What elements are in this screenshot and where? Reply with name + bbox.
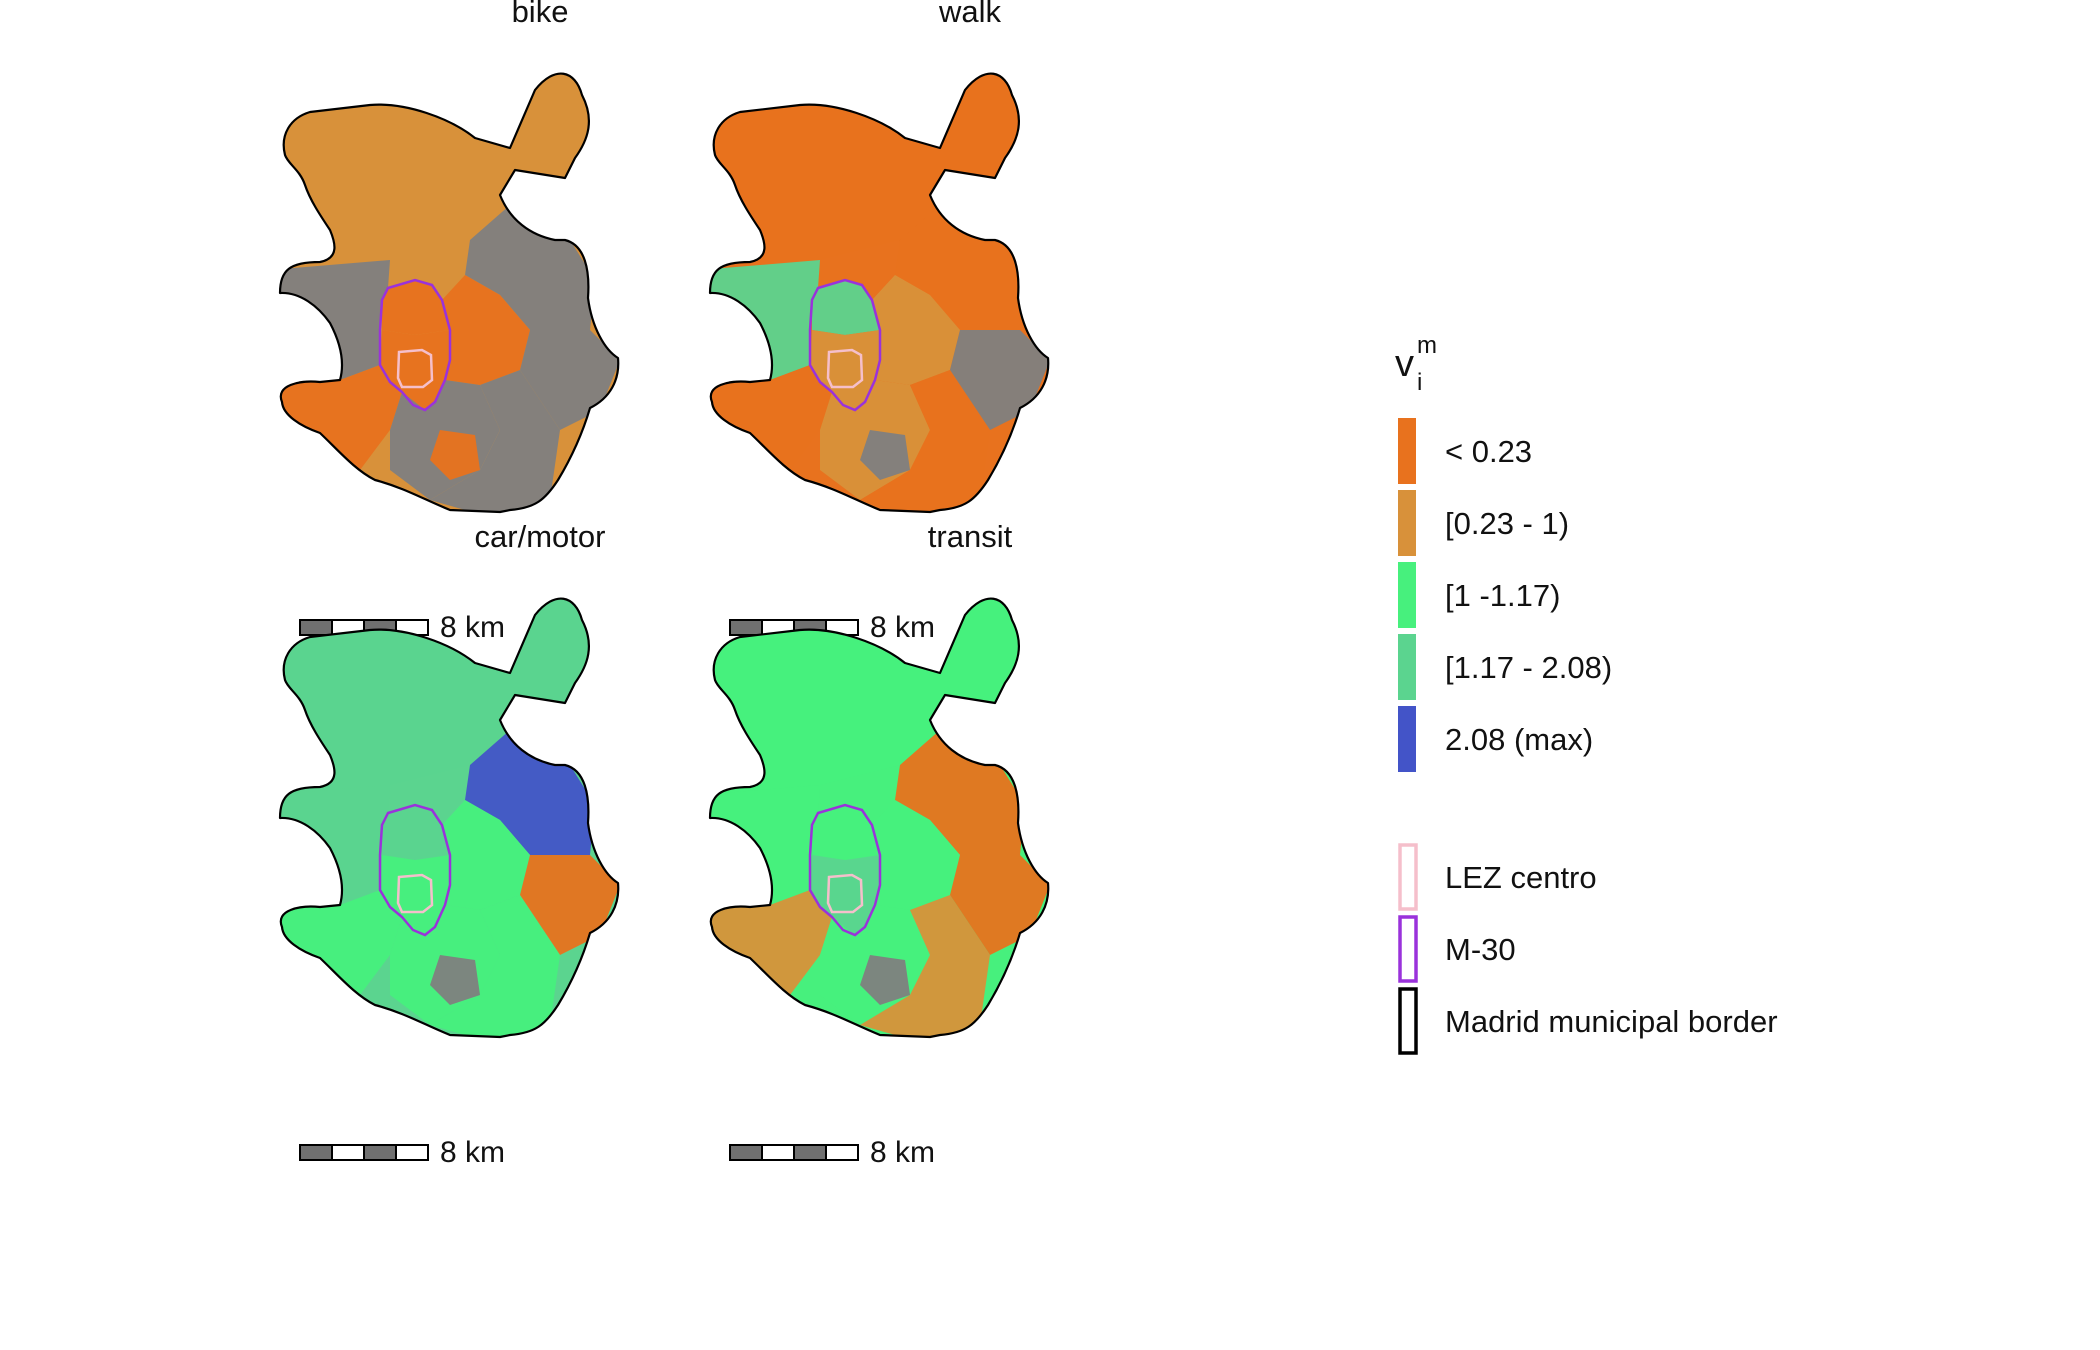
district-east xyxy=(442,800,530,910)
panel-title: walk xyxy=(938,0,1002,29)
legend-swatch xyxy=(1398,634,1416,700)
scale-bar-label: 8 km xyxy=(870,1136,935,1169)
legend-title-main: v xyxy=(1395,343,1414,385)
legend-outline-swatch xyxy=(1398,915,1418,983)
legend-outline-label: LEZ centro xyxy=(1445,860,1597,895)
legend-label: < 0.23 xyxy=(1445,434,1532,469)
scale-bar-label: 8 km xyxy=(870,611,935,644)
district-south-core xyxy=(430,955,480,1005)
district-centre-n xyxy=(382,805,450,860)
district-southeast xyxy=(860,895,990,1038)
legend-swatch xyxy=(1398,490,1416,556)
municipal-border xyxy=(278,597,620,1039)
scale-bar-segment xyxy=(825,1144,859,1161)
scale-bar-segment xyxy=(299,619,333,636)
district-southwest xyxy=(280,365,402,470)
panel-title: transit xyxy=(928,519,1013,554)
legend-outline-label: M-30 xyxy=(1445,932,1516,967)
district-southeast xyxy=(860,370,990,513)
scale-bar-segment xyxy=(363,1144,397,1161)
district-east xyxy=(872,800,960,910)
district-centre-s xyxy=(810,330,880,410)
scale-bar: 8 km xyxy=(729,611,935,644)
district-centre-n xyxy=(812,280,880,335)
lez-outline xyxy=(396,348,434,389)
district-southwest xyxy=(710,890,832,995)
scale-bar-segment xyxy=(729,1144,763,1161)
legend-label: [0.23 - 1) xyxy=(1445,506,1569,541)
district-east xyxy=(442,275,530,385)
panel-title: bike xyxy=(512,0,569,29)
choropleth xyxy=(280,598,619,1038)
lez-outline xyxy=(396,873,434,914)
district-centre-s xyxy=(380,855,450,935)
district-west xyxy=(280,260,390,380)
district-centre-n xyxy=(382,280,450,335)
scale-bar-segment xyxy=(331,1144,365,1161)
m30-outline xyxy=(378,803,452,937)
legend-outline-swatch xyxy=(1398,987,1418,1055)
legend-title-subscript: i xyxy=(1417,369,1422,396)
scale-bar-label: 8 km xyxy=(440,1136,505,1169)
municipal-border xyxy=(708,597,1050,1039)
lez-outline xyxy=(826,873,864,914)
choropleth xyxy=(710,598,1049,1038)
municipal-border xyxy=(278,72,620,514)
legend-outline-label: Madrid municipal border xyxy=(1445,1004,1778,1039)
district-centre-s xyxy=(380,330,450,410)
district-south-core xyxy=(860,430,910,480)
choropleth xyxy=(710,73,1049,513)
scale-bar-segment xyxy=(761,1144,795,1161)
map-panel-transit: transit 8 km xyxy=(708,519,1050,1169)
m30-outline xyxy=(378,278,452,412)
legend-label: 2.08 (max) xyxy=(1445,722,1593,757)
scale-bar-segment xyxy=(793,1144,827,1161)
district-southwest xyxy=(710,365,832,470)
legend-label: [1 -1.17) xyxy=(1445,578,1560,613)
choropleth xyxy=(280,73,619,513)
legend-outline-swatch xyxy=(1398,843,1418,911)
district-centre-n xyxy=(812,805,880,860)
scale-bar-segment xyxy=(299,1144,333,1161)
scale-bar: 8 km xyxy=(729,1136,935,1169)
scale-bar-label: 8 km xyxy=(440,611,505,644)
legend-swatch xyxy=(1398,706,1416,772)
legend-title: v xyxy=(1395,343,1414,385)
m30-outline xyxy=(808,278,882,412)
legend-swatch xyxy=(1398,562,1416,628)
district-southwest xyxy=(280,890,402,995)
legend-title-superscript: m xyxy=(1417,332,1437,359)
legend: v i m < 0.23 [0.23 - 1) [1 -1.17) [1.17 - 2… xyxy=(1395,332,1778,1055)
scale-bar-segment xyxy=(729,619,763,636)
panel-title: car/motor xyxy=(475,519,606,554)
district-southeast xyxy=(430,895,560,1038)
scale-bar: 8 km xyxy=(299,1136,505,1169)
district-west xyxy=(280,785,390,905)
legend-label: [1.17 - 2.08) xyxy=(1445,650,1612,685)
legend-swatch xyxy=(1398,418,1416,484)
scale-bar-segment xyxy=(395,1144,429,1161)
lez-outline xyxy=(826,348,864,389)
district-southeast xyxy=(430,370,560,513)
district-west xyxy=(710,260,820,380)
district-west xyxy=(710,785,820,905)
district-centre-s xyxy=(810,855,880,935)
district-east xyxy=(872,275,960,385)
district-south-core xyxy=(430,430,480,480)
m30-outline xyxy=(808,803,882,937)
district-south-core xyxy=(860,955,910,1005)
municipal-border xyxy=(708,72,1050,514)
